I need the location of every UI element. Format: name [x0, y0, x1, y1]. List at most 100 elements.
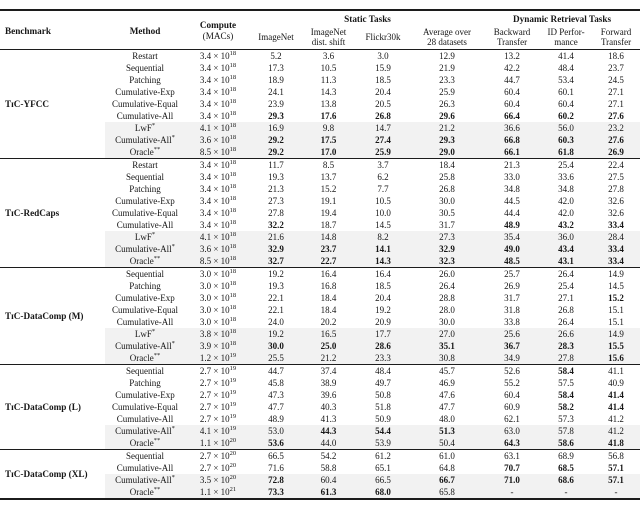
- group-header-row: Benchmark Method Compute (MACs) Static T…: [0, 10, 640, 41]
- table-row: Cumulative-Equal 3.4 × 1018 27.8 19.4 10.0 30…: [0, 207, 640, 219]
- metric-value: 43.1: [558, 255, 574, 266]
- compute-macs-value: 3.4 × 1018: [199, 218, 237, 230]
- compute-macs-value: 3.5 × 1020: [199, 473, 237, 485]
- table-row: Cumulative-All 2.7 × 1020 71.6 58.8 65.1 64.8…: [0, 462, 640, 474]
- metric-value: 71.6: [268, 462, 284, 473]
- metric-value: 53.6: [268, 437, 284, 448]
- metric-value: 28.6: [375, 340, 391, 351]
- method-label: Cumulative-Exp: [115, 195, 175, 206]
- metric-value: 57.1: [608, 474, 624, 485]
- metric-value: 30.5: [439, 207, 455, 218]
- method-label: LwF*: [134, 230, 156, 242]
- metric-value: 66.1: [504, 146, 520, 157]
- metric-value: 25.5: [268, 352, 284, 363]
- metric-value: 9.8: [322, 122, 335, 133]
- table-row: Sequential 3.4 × 1018 17.3 10.5 15.9 21.9 42.2…: [0, 62, 640, 74]
- metric-value: 19.2: [375, 304, 391, 315]
- method-label: Sequential: [126, 365, 164, 376]
- metric-value: 58.4: [558, 389, 574, 400]
- metric-value: 33.8: [504, 316, 520, 327]
- method-label: Cumulative-All: [116, 110, 174, 121]
- method-label: Cumulative-All: [116, 219, 174, 230]
- metric-value: 32.6: [608, 195, 624, 206]
- method-label: Cumulative-All*: [115, 133, 175, 145]
- metric-value: 41.2: [608, 413, 624, 424]
- metric-value: 17.3: [268, 62, 284, 73]
- method-label: Cumulative-Exp: [115, 389, 175, 400]
- metric-value: 64.3: [504, 437, 520, 448]
- metric-value: 15.5: [608, 340, 624, 351]
- col-header-imagenet: ImageNet: [258, 31, 294, 42]
- metric-value: 48.9: [504, 219, 520, 230]
- table-row: Oracle** 1.2 × 1019 25.5 21.2 23.3 30.8 34.9 27…: [0, 351, 640, 364]
- metric-value: 73.3: [268, 486, 284, 497]
- table-row: TɪC-DataComp (XL) Sequential 2.7 × 1020 66.…: [0, 449, 640, 479]
- table-row: Cumulative-Exp 2.7 × 1019 47.3 39.6 50.8 47.6…: [0, 389, 640, 401]
- compute-macs-value: 3.0 × 1018: [199, 291, 237, 303]
- metric-value: 12.9: [439, 50, 455, 61]
- table-row: Cumulative-All* 4.1 × 1019 53.0 44.3 54.4 51.…: [0, 424, 640, 437]
- metric-value: 27.8: [558, 352, 574, 363]
- metric-value: 15.2: [320, 183, 337, 194]
- method-label: Sequential: [126, 171, 164, 182]
- metric-value: 20.5: [375, 98, 391, 109]
- metric-value: 29.6: [439, 110, 455, 121]
- method-label: Sequential: [126, 62, 164, 73]
- metric-value: 26.8: [439, 183, 455, 194]
- metric-value: 35.4: [504, 231, 520, 242]
- col-header-backward-transfer: Backward Transfer: [493, 26, 531, 48]
- metric-value: 23.3: [439, 74, 455, 85]
- metric-value: 47.3: [268, 389, 284, 400]
- method-label: Cumulative-All*: [115, 242, 175, 254]
- metric-value: 49.7: [375, 377, 391, 388]
- metric-value: 32.9: [439, 243, 455, 254]
- col-header-imagenet-dist-shift: ImageNet dist. shift: [310, 26, 347, 48]
- table-row: LwF* 3.8 × 1018 19.2 16.5 17.7 27.0 25.6 26.6 14…: [0, 327, 640, 340]
- metric-value: 29.3: [439, 134, 455, 145]
- benchmark-label: TɪC-RedCaps: [5, 207, 60, 218]
- metric-value: 48.4: [558, 62, 574, 73]
- col-group-static-tasks: Static Tasks: [344, 14, 391, 24]
- col-header-flickr30k: Flickr30k: [365, 31, 401, 42]
- metric-value: 60.4: [504, 389, 520, 400]
- metric-value: 30.0: [439, 316, 455, 327]
- col-header-forward-transfer: Forward Transfer: [600, 26, 632, 48]
- method-label: LwF*: [134, 327, 156, 339]
- metric-value: 18.9: [268, 74, 284, 85]
- metric-value: 51.3: [439, 425, 455, 436]
- metric-value: 31.7: [439, 219, 455, 230]
- method-label: Restart: [132, 50, 158, 61]
- metric-value: 26.9: [504, 280, 520, 291]
- table-row: TɪC-RedCaps Restart 3.4 × 1018 11.7 8.5 3.7 18…: [0, 158, 640, 218]
- metric-value: 29.3: [268, 110, 284, 121]
- metric-value: 33.4: [608, 255, 624, 266]
- metric-value: 13.8: [320, 98, 337, 109]
- metric-value: 27.1: [558, 292, 574, 303]
- benchmark-group: TɪC-RedCaps Restart 3.4 × 1018 11.7 8.5 3.7 18…: [0, 158, 640, 267]
- compute-macs-value: 4.1 × 1018: [199, 230, 237, 242]
- metric-value: 14.8: [320, 231, 337, 242]
- metric-value: 66.4: [504, 110, 520, 121]
- metric-value: 63.1: [504, 450, 520, 461]
- metric-value: 60.4: [504, 86, 520, 97]
- metric-value: 15.9: [375, 62, 391, 73]
- table-row: Cumulative-Exp 3.0 × 1018 22.1 18.4 20.4 28.8…: [0, 292, 640, 304]
- compute-macs-value: 2.7 × 1019: [199, 388, 237, 400]
- metric-value: 27.8: [268, 207, 284, 218]
- table-row: Oracle** 8.5 × 1018 29.2 17.0 25.9 29.0 66.1 61…: [0, 145, 640, 158]
- metric-value: 42.0: [558, 207, 574, 218]
- table-row: Cumulative-Equal 3.4 × 1018 23.9 13.8 20.5 26…: [0, 98, 640, 110]
- compute-macs-value: 2.7 × 1020: [199, 461, 237, 473]
- compute-macs-value: 2.7 × 1020: [199, 449, 237, 461]
- metric-value: 31.7: [504, 292, 520, 303]
- method-label: Patching: [129, 377, 161, 388]
- metric-value: -: [510, 486, 514, 497]
- metric-value: 43.4: [558, 243, 574, 254]
- benchmark-label: TɪC-DataComp (M): [5, 310, 84, 321]
- metric-value: 57.1: [608, 462, 624, 473]
- metric-value: 20.9: [375, 316, 391, 327]
- metric-value: 56.0: [558, 122, 574, 133]
- metric-value: 18.5: [375, 74, 391, 85]
- compute-macs-value: 2.7 × 1019: [199, 412, 237, 424]
- compute-macs-value: 3.6 × 1018: [199, 242, 237, 254]
